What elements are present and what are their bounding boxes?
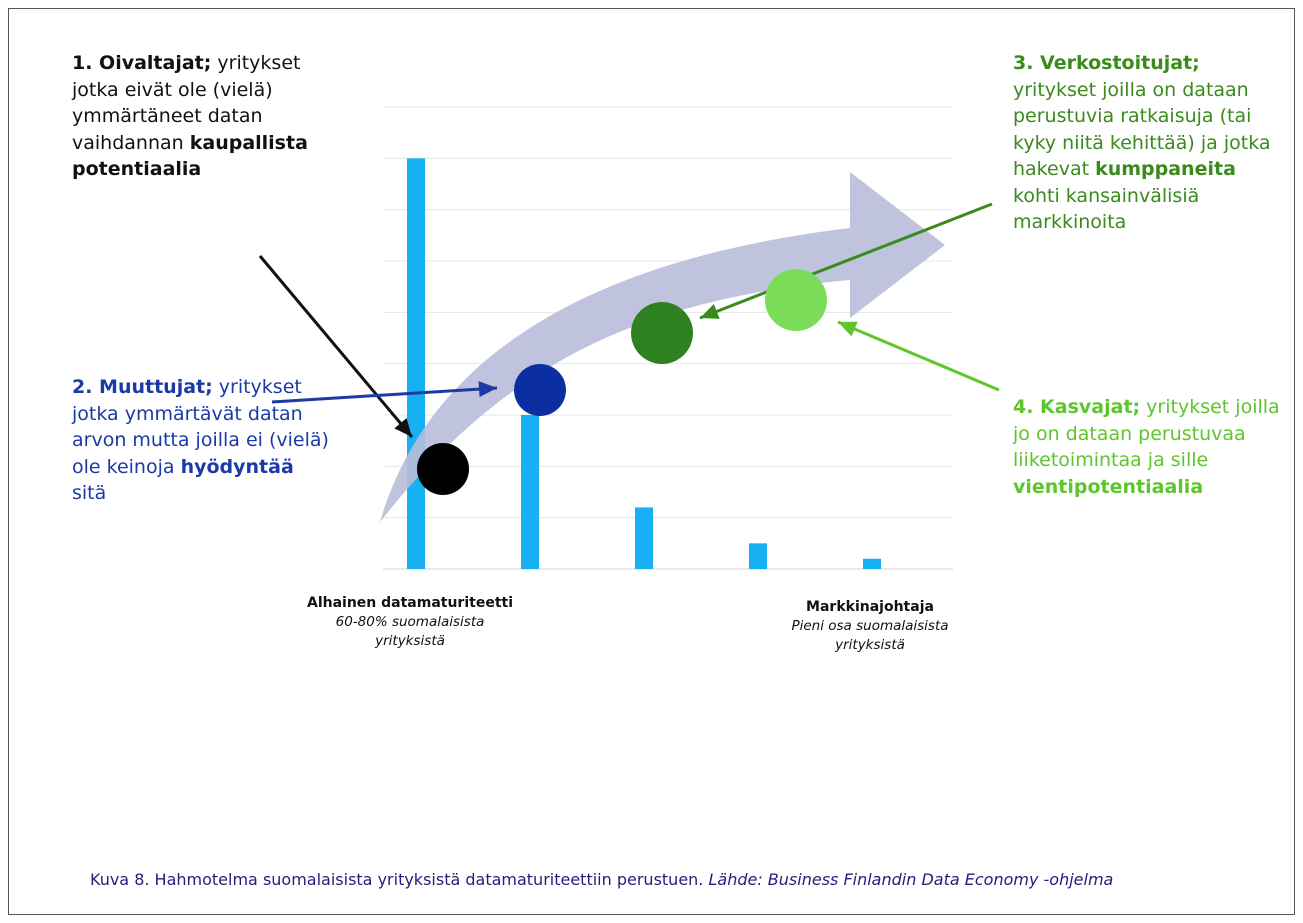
pointer-arrow-verkostoitujat xyxy=(699,202,993,320)
pointer-arrows xyxy=(258,202,1000,438)
group-kasvajat-bold: vientipotentiaalia xyxy=(1013,475,1204,498)
stage-dot-oivaltajat xyxy=(417,443,469,495)
pointer-arrow-muuttujat xyxy=(271,381,498,404)
group-verkostoitujat: 3. Verkostoitujat; yritykset joilla on d… xyxy=(1013,50,1283,236)
axis-label-left: Alhainen datamaturiteetti 60-80% suomala… xyxy=(300,594,520,651)
group-muuttujat-bold: hyödyntää xyxy=(180,455,294,478)
bar xyxy=(749,543,767,569)
group-oivaltajat-bold: kaupallista potentiaalia xyxy=(72,131,308,181)
axis-label-right-title: Markkinajohtaja xyxy=(806,599,934,615)
group-oivaltajat: 1. Oivaltajat; yritykset jotka eivät ole… xyxy=(72,50,352,183)
growth-arrow xyxy=(380,172,945,522)
pointer-arrow-oivaltajat xyxy=(258,255,414,438)
stage-dot-muuttujat xyxy=(514,364,566,416)
bar xyxy=(863,558,881,569)
bar xyxy=(407,158,425,570)
stage-dot-kasvajat xyxy=(765,269,827,331)
group-verkostoitujat-bold: kumppaneita xyxy=(1095,158,1236,180)
group-verkostoitujat-text: yritykset joilla on dataan perustuvia ra… xyxy=(1013,78,1271,181)
bar xyxy=(521,415,539,569)
figure-frame xyxy=(8,8,1295,915)
group-muuttujat: 2. Muuttujat; yritykset jotka ymmärtävät… xyxy=(72,374,332,507)
caption-text: Kuva 8. Hahmotelma suomalaisista yrityks… xyxy=(90,870,709,889)
pointer-arrow-kasvajat xyxy=(837,320,1000,392)
axis-label-right-sub: Pieni osa suomalaisista yrityksistä xyxy=(791,618,949,653)
group-kasvajat: 4. Kasvajat; yritykset joilla jo on data… xyxy=(1013,394,1283,500)
group-verkostoitujat-title: 3. Verkostoitujat; xyxy=(1013,52,1200,74)
group-kasvajat-title: 4. Kasvajat; xyxy=(1013,396,1141,418)
group-oivaltajat-title: 1. Oivaltajat; xyxy=(72,52,212,74)
axis-label-right: Markkinajohtaja Pieni osa suomalaisista … xyxy=(760,598,980,655)
axis-label-left-title: Alhainen datamaturiteetti xyxy=(306,595,514,611)
group-oivaltajat-text: yritykset jotka eivät ole (vielä) ymmärt… xyxy=(72,52,301,154)
group-muuttujat-title: 2. Muuttujat; xyxy=(72,376,213,398)
bar xyxy=(635,507,653,569)
stage-dots xyxy=(417,269,827,495)
group-kasvajat-text: yritykset joilla jo on dataan perustuvaa… xyxy=(1013,396,1280,471)
group-muuttujat-text-end: sitä xyxy=(72,482,107,504)
group-verkostoitujat-text-end: kohti kansainvälisiä markkinoita xyxy=(1013,184,1200,234)
figure-caption: Kuva 8. Hahmotelma suomalaisista yrityks… xyxy=(90,870,1113,889)
caption-source: Lähde: Business Finlandin Data Economy -… xyxy=(708,870,1114,889)
axis-label-left-sub: 60-80% suomalaisista yrityksistä xyxy=(335,614,485,649)
group-muuttujat-text: yritykset jotka ymmärtävät datan arvon m… xyxy=(72,376,329,478)
stage-dot-verkostoitujat xyxy=(631,302,693,364)
